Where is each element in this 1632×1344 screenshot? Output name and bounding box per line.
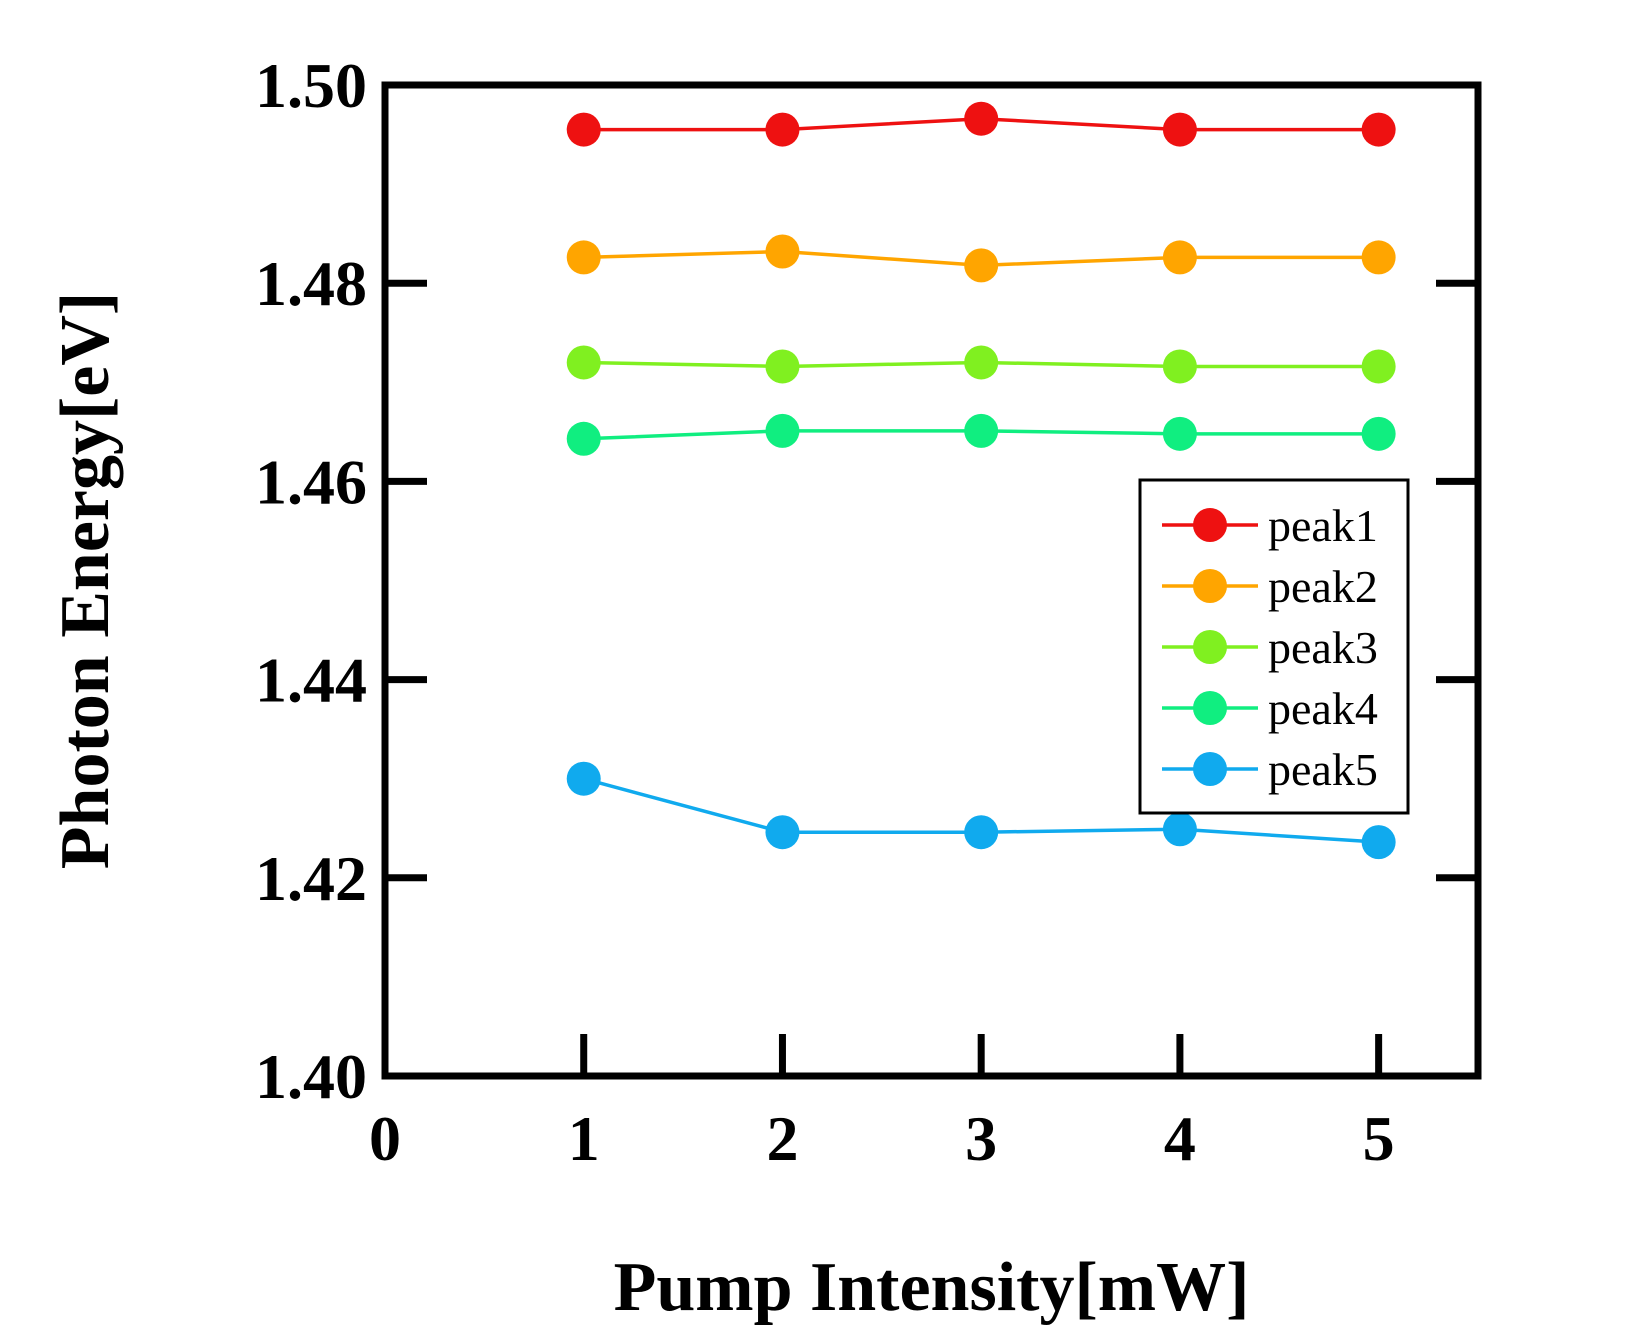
data-point xyxy=(1361,416,1396,451)
y-tick-label: 1.50 xyxy=(255,50,367,121)
legend-label: peak3 xyxy=(1268,622,1378,673)
legend-item: peak5 xyxy=(1162,744,1378,795)
legend-label: peak5 xyxy=(1268,744,1378,795)
y-axis-title: Photon Energy[eV] xyxy=(47,292,124,869)
data-point xyxy=(1361,112,1396,147)
y-tick-label: 1.42 xyxy=(255,843,367,914)
data-point xyxy=(765,413,800,448)
legend-item: peak2 xyxy=(1162,561,1378,612)
data-point xyxy=(765,349,800,384)
data-point xyxy=(964,101,999,136)
legend-marker xyxy=(1193,569,1227,603)
legend-label: peak1 xyxy=(1268,500,1378,551)
legend-item: peak1 xyxy=(1162,500,1378,551)
legend-marker xyxy=(1193,752,1227,786)
data-point xyxy=(1162,240,1197,275)
x-tick-label: 5 xyxy=(1363,1103,1395,1174)
legend-marker xyxy=(1193,508,1227,542)
plot-frame xyxy=(381,81,1482,1080)
legend-marker xyxy=(1193,691,1227,725)
y-tick-label: 1.46 xyxy=(255,446,367,517)
series-peak2 xyxy=(566,234,1396,283)
data-point xyxy=(765,815,800,850)
data-point xyxy=(1162,112,1197,147)
x-tick-label: 3 xyxy=(965,1103,997,1174)
data-point xyxy=(566,345,601,380)
data-point xyxy=(964,345,999,380)
legend-label: peak4 xyxy=(1268,683,1378,734)
data-point xyxy=(566,421,601,456)
series-layer xyxy=(566,101,1396,860)
y-tick-label: 1.40 xyxy=(255,1041,367,1112)
y-tick-label: 1.48 xyxy=(255,248,367,319)
data-point xyxy=(566,112,601,147)
series-peak5 xyxy=(566,761,1396,860)
data-point xyxy=(566,761,601,796)
x-axis-title: Pump Intensity[mW] xyxy=(614,1249,1250,1326)
series-peak1 xyxy=(566,101,1396,147)
x-tick-label: 1 xyxy=(568,1103,600,1174)
data-point xyxy=(1361,349,1396,384)
data-point xyxy=(1162,349,1197,384)
data-point xyxy=(1361,825,1396,860)
data-point xyxy=(765,234,800,269)
series-peak3 xyxy=(566,345,1396,384)
legend-item: peak4 xyxy=(1162,683,1378,734)
legend: peak1 peak2 peak3 peak4 peak5 xyxy=(1138,478,1410,815)
data-point xyxy=(566,240,601,275)
legend-label: peak2 xyxy=(1268,561,1378,612)
data-point xyxy=(964,413,999,448)
legend-marker xyxy=(1193,630,1227,664)
legend-item: peak3 xyxy=(1162,622,1378,673)
data-point xyxy=(1162,812,1197,847)
axis-ticks: 1.40 1.42 1.44 1.46 1.48 1.50 0 1 2 3 4 5 xyxy=(255,50,1478,1174)
series-peak4 xyxy=(566,413,1396,456)
data-point xyxy=(964,248,999,283)
x-tick-label: 4 xyxy=(1164,1103,1196,1174)
x-tick-label: 0 xyxy=(369,1103,401,1174)
data-point xyxy=(765,112,800,147)
data-point xyxy=(1162,416,1197,451)
x-tick-label: 2 xyxy=(766,1103,798,1174)
data-point xyxy=(1361,240,1396,275)
data-point xyxy=(964,815,999,850)
y-tick-label: 1.44 xyxy=(255,645,367,716)
